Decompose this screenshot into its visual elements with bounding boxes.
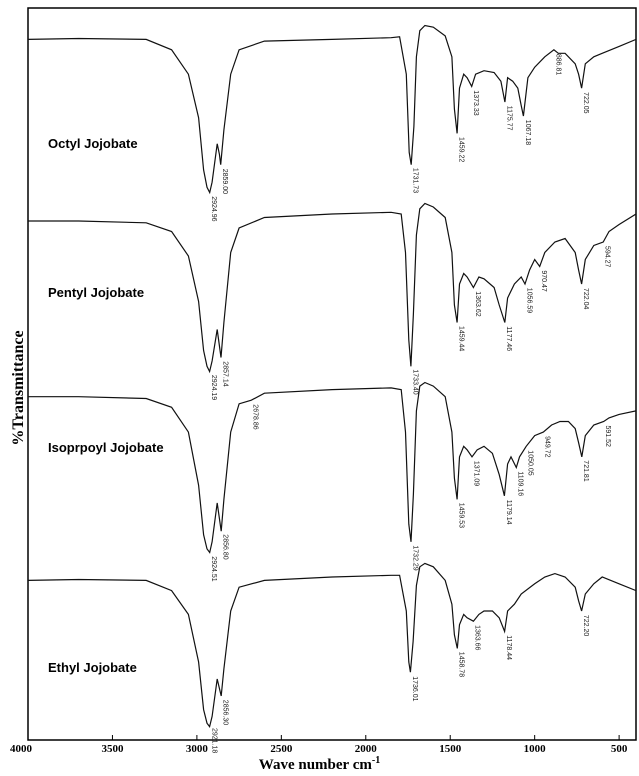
peak-label: 1363.62 <box>474 291 481 316</box>
peak-label: 2678.86 <box>252 404 259 429</box>
peak-label: 721.81 <box>582 460 589 482</box>
x-tick-label: 4000 <box>10 743 33 755</box>
x-tick-label: 2000 <box>355 743 378 755</box>
peak-label: 949.72 <box>544 436 551 458</box>
x-tick-label: 1500 <box>439 743 462 755</box>
series-name-label: Ethyl Jojobate <box>48 660 137 675</box>
series-layer: Octyl Jojobate 2924.96 2859.00 1731.73 1459.… <box>27 24 637 753</box>
peak-label: 1459.44 <box>458 326 465 351</box>
series-name-label: Isoprpoyl Jojobate <box>48 440 164 455</box>
peak-label: 1177.46 <box>505 326 512 351</box>
x-axis-label-superscript: -1 <box>371 755 381 766</box>
peak-label: 1175.77 <box>506 106 513 131</box>
peak-label: 2921.18 <box>211 728 218 753</box>
peak-label: 722.20 <box>582 615 589 637</box>
peak-label: 722.05 <box>582 92 589 114</box>
peak-label: 1109.16 <box>517 471 524 496</box>
x-axis-label-text: Wave number cm <box>258 757 372 773</box>
peak-label: 1736.01 <box>411 676 418 701</box>
spectrum-line <box>28 202 637 374</box>
x-tick-label: 500 <box>611 743 628 755</box>
series-3: Ethyl Jojobate 2921.18 2856.30 1736.01 1458.… <box>27 562 637 753</box>
peak-label: 1363.66 <box>474 625 481 650</box>
peak-label: 1050.05 <box>527 450 534 475</box>
spectrum-line <box>27 24 637 195</box>
peak-label: 2859.00 <box>221 169 228 194</box>
peak-label: 970.47 <box>540 270 547 292</box>
x-tick-label: 2500 <box>270 743 293 755</box>
series-2: Isoprpoyl Jojobate 2924.51 2856.80 2678.86 1… <box>28 381 637 582</box>
peak-label: 591.52 <box>604 426 611 448</box>
peak-label: 2924.96 <box>210 196 217 221</box>
x-tick-label: 1000 <box>524 743 547 755</box>
peak-label: 1459.22 <box>458 137 465 162</box>
peak-label: 2924.19 <box>210 375 217 400</box>
peak-label: 1733.40 <box>411 369 418 394</box>
x-axis-label: Wave number cm-1 <box>0 755 639 774</box>
peak-label: 1178.44 <box>505 635 512 660</box>
plot-frame <box>27 7 637 741</box>
spectrum-line <box>28 381 637 554</box>
x-axis-ticks: 4000 3500 3000 2500 2000 1500 1000 500 <box>10 735 628 755</box>
series-name-label: Pentyl Jojobate <box>48 285 144 300</box>
peak-label: 1373.33 <box>472 90 479 115</box>
peak-label: 722.04 <box>582 288 589 310</box>
peak-label: 2856.80 <box>222 534 229 559</box>
peak-label: 1732.29 <box>412 545 419 570</box>
peak-label: 2856.30 <box>222 700 229 725</box>
peak-label: 1056.59 <box>526 288 533 313</box>
peak-label: 1458.78 <box>458 652 465 677</box>
peak-label: 886.81 <box>554 54 561 76</box>
peak-label: 1067.18 <box>524 120 531 145</box>
spectrum-line <box>27 562 637 728</box>
peak-label: 1459.53 <box>458 503 465 528</box>
series-1: Pentyl Jojobate 2924.19 2857.14 1733.40 1459… <box>28 202 637 400</box>
x-tick-label: 3500 <box>101 743 124 755</box>
series-name-label: Octyl Jojobate <box>48 136 138 151</box>
peak-label: 2924.51 <box>210 556 217 581</box>
peak-label: 1731.73 <box>412 168 419 193</box>
peak-label: 594.27 <box>604 246 611 268</box>
peak-label: 2857.14 <box>222 361 229 386</box>
series-0: Octyl Jojobate 2924.96 2859.00 1731.73 1459.… <box>27 24 637 222</box>
peak-label: 1371.09 <box>473 461 480 486</box>
peak-label: 1179.14 <box>505 500 512 525</box>
x-tick-label: 3000 <box>186 743 209 755</box>
